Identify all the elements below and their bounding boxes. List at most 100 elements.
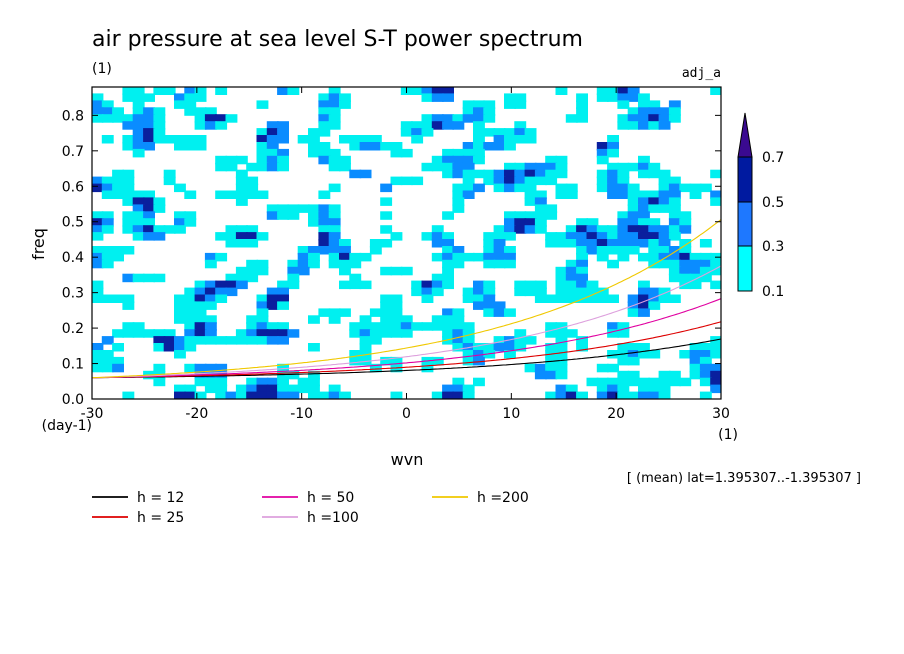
field-cell <box>215 114 228 123</box>
x-tick-label: -10 <box>290 406 313 422</box>
field-cell <box>617 211 630 220</box>
field-cell <box>504 246 516 255</box>
field-cell <box>308 218 320 227</box>
field-cell <box>627 93 640 102</box>
field-cell <box>256 135 269 144</box>
field-cell <box>153 336 166 345</box>
field-cell <box>545 169 558 179</box>
field-cell <box>204 121 217 130</box>
field-cell <box>710 190 721 199</box>
field-cell <box>287 384 300 394</box>
field-cell <box>462 350 475 359</box>
field-cell <box>648 162 661 172</box>
field-cell <box>565 280 578 290</box>
field-cell <box>92 343 104 352</box>
field-cell <box>679 183 692 193</box>
field-cell <box>349 273 362 283</box>
field-cell <box>421 93 434 102</box>
field-cell <box>648 377 661 387</box>
field-cell <box>699 273 712 283</box>
field-cell <box>483 114 496 123</box>
legend-label: h = 25 <box>137 510 184 526</box>
field-cell <box>462 356 475 366</box>
field-cell <box>235 280 248 290</box>
field-cell <box>555 287 568 297</box>
field-cell <box>462 287 475 297</box>
field-cell <box>617 384 630 394</box>
field-cell <box>555 356 568 366</box>
field-cell <box>194 329 207 338</box>
field-cell <box>638 211 650 220</box>
field-cell <box>524 336 537 345</box>
field-cell <box>658 259 671 269</box>
field-cell <box>524 183 537 193</box>
field-cell <box>442 252 454 262</box>
field-cell <box>668 197 681 206</box>
field-cell <box>648 218 661 227</box>
field-cell <box>504 142 516 151</box>
field-cell <box>122 225 135 234</box>
field-cell <box>308 315 320 324</box>
colorbar: 0.1 0.3 0.5 0.7 <box>737 112 784 300</box>
field-cell <box>235 183 248 193</box>
field-cell <box>452 121 465 130</box>
field-cell <box>101 107 114 116</box>
field-cell <box>638 225 650 234</box>
field-cell <box>339 391 351 399</box>
field-cell <box>92 280 104 290</box>
field-cell <box>638 114 650 123</box>
field-cell <box>122 322 135 331</box>
field-cell <box>514 135 527 144</box>
field-cell <box>514 162 527 172</box>
field-cell <box>380 211 393 220</box>
field-cell <box>359 142 372 151</box>
field-cell <box>112 246 124 255</box>
field-cell <box>607 329 619 338</box>
field-cell <box>174 93 186 102</box>
field-cell <box>411 322 424 331</box>
field-cell <box>483 169 496 179</box>
field-cell <box>638 391 650 399</box>
field-cell <box>318 218 331 227</box>
field-cell <box>638 197 650 206</box>
field-cell <box>452 343 465 352</box>
field-cell <box>122 273 135 283</box>
field-cell <box>101 211 114 220</box>
field-cell <box>504 308 516 317</box>
field-cell <box>112 183 124 193</box>
field-cell <box>452 204 465 213</box>
field-cell <box>638 239 650 248</box>
chart-title: air pressure at sea level S-T power spec… <box>92 27 583 52</box>
field-cell <box>143 142 155 151</box>
field-cell <box>308 370 320 380</box>
field-cell <box>349 252 362 262</box>
field-cell <box>534 176 547 186</box>
field-cell <box>689 350 702 359</box>
field-cell <box>607 183 619 193</box>
field-cell <box>122 169 135 179</box>
field-cell <box>483 100 496 109</box>
field-cell <box>369 135 382 144</box>
field-cell <box>483 301 496 310</box>
x-tick-label: 10 <box>502 406 520 422</box>
field-cell <box>442 384 454 394</box>
field-cell <box>483 294 496 303</box>
field-cell <box>256 148 269 158</box>
field-cell <box>92 287 104 297</box>
field-cell <box>452 391 465 399</box>
field-cell <box>545 232 558 241</box>
field-cell <box>596 93 609 102</box>
field-cell <box>462 148 475 158</box>
field-cell <box>442 169 454 179</box>
field-cell <box>266 148 279 158</box>
field-cell <box>638 169 650 179</box>
field-cell <box>607 246 619 255</box>
field-cell <box>132 211 145 220</box>
field-cell <box>514 183 527 193</box>
field-cell <box>112 343 124 352</box>
field-cell <box>204 301 217 310</box>
field-cell <box>679 280 692 290</box>
field-cell <box>204 384 217 394</box>
field-cell <box>483 176 496 186</box>
field-cell <box>132 87 145 95</box>
